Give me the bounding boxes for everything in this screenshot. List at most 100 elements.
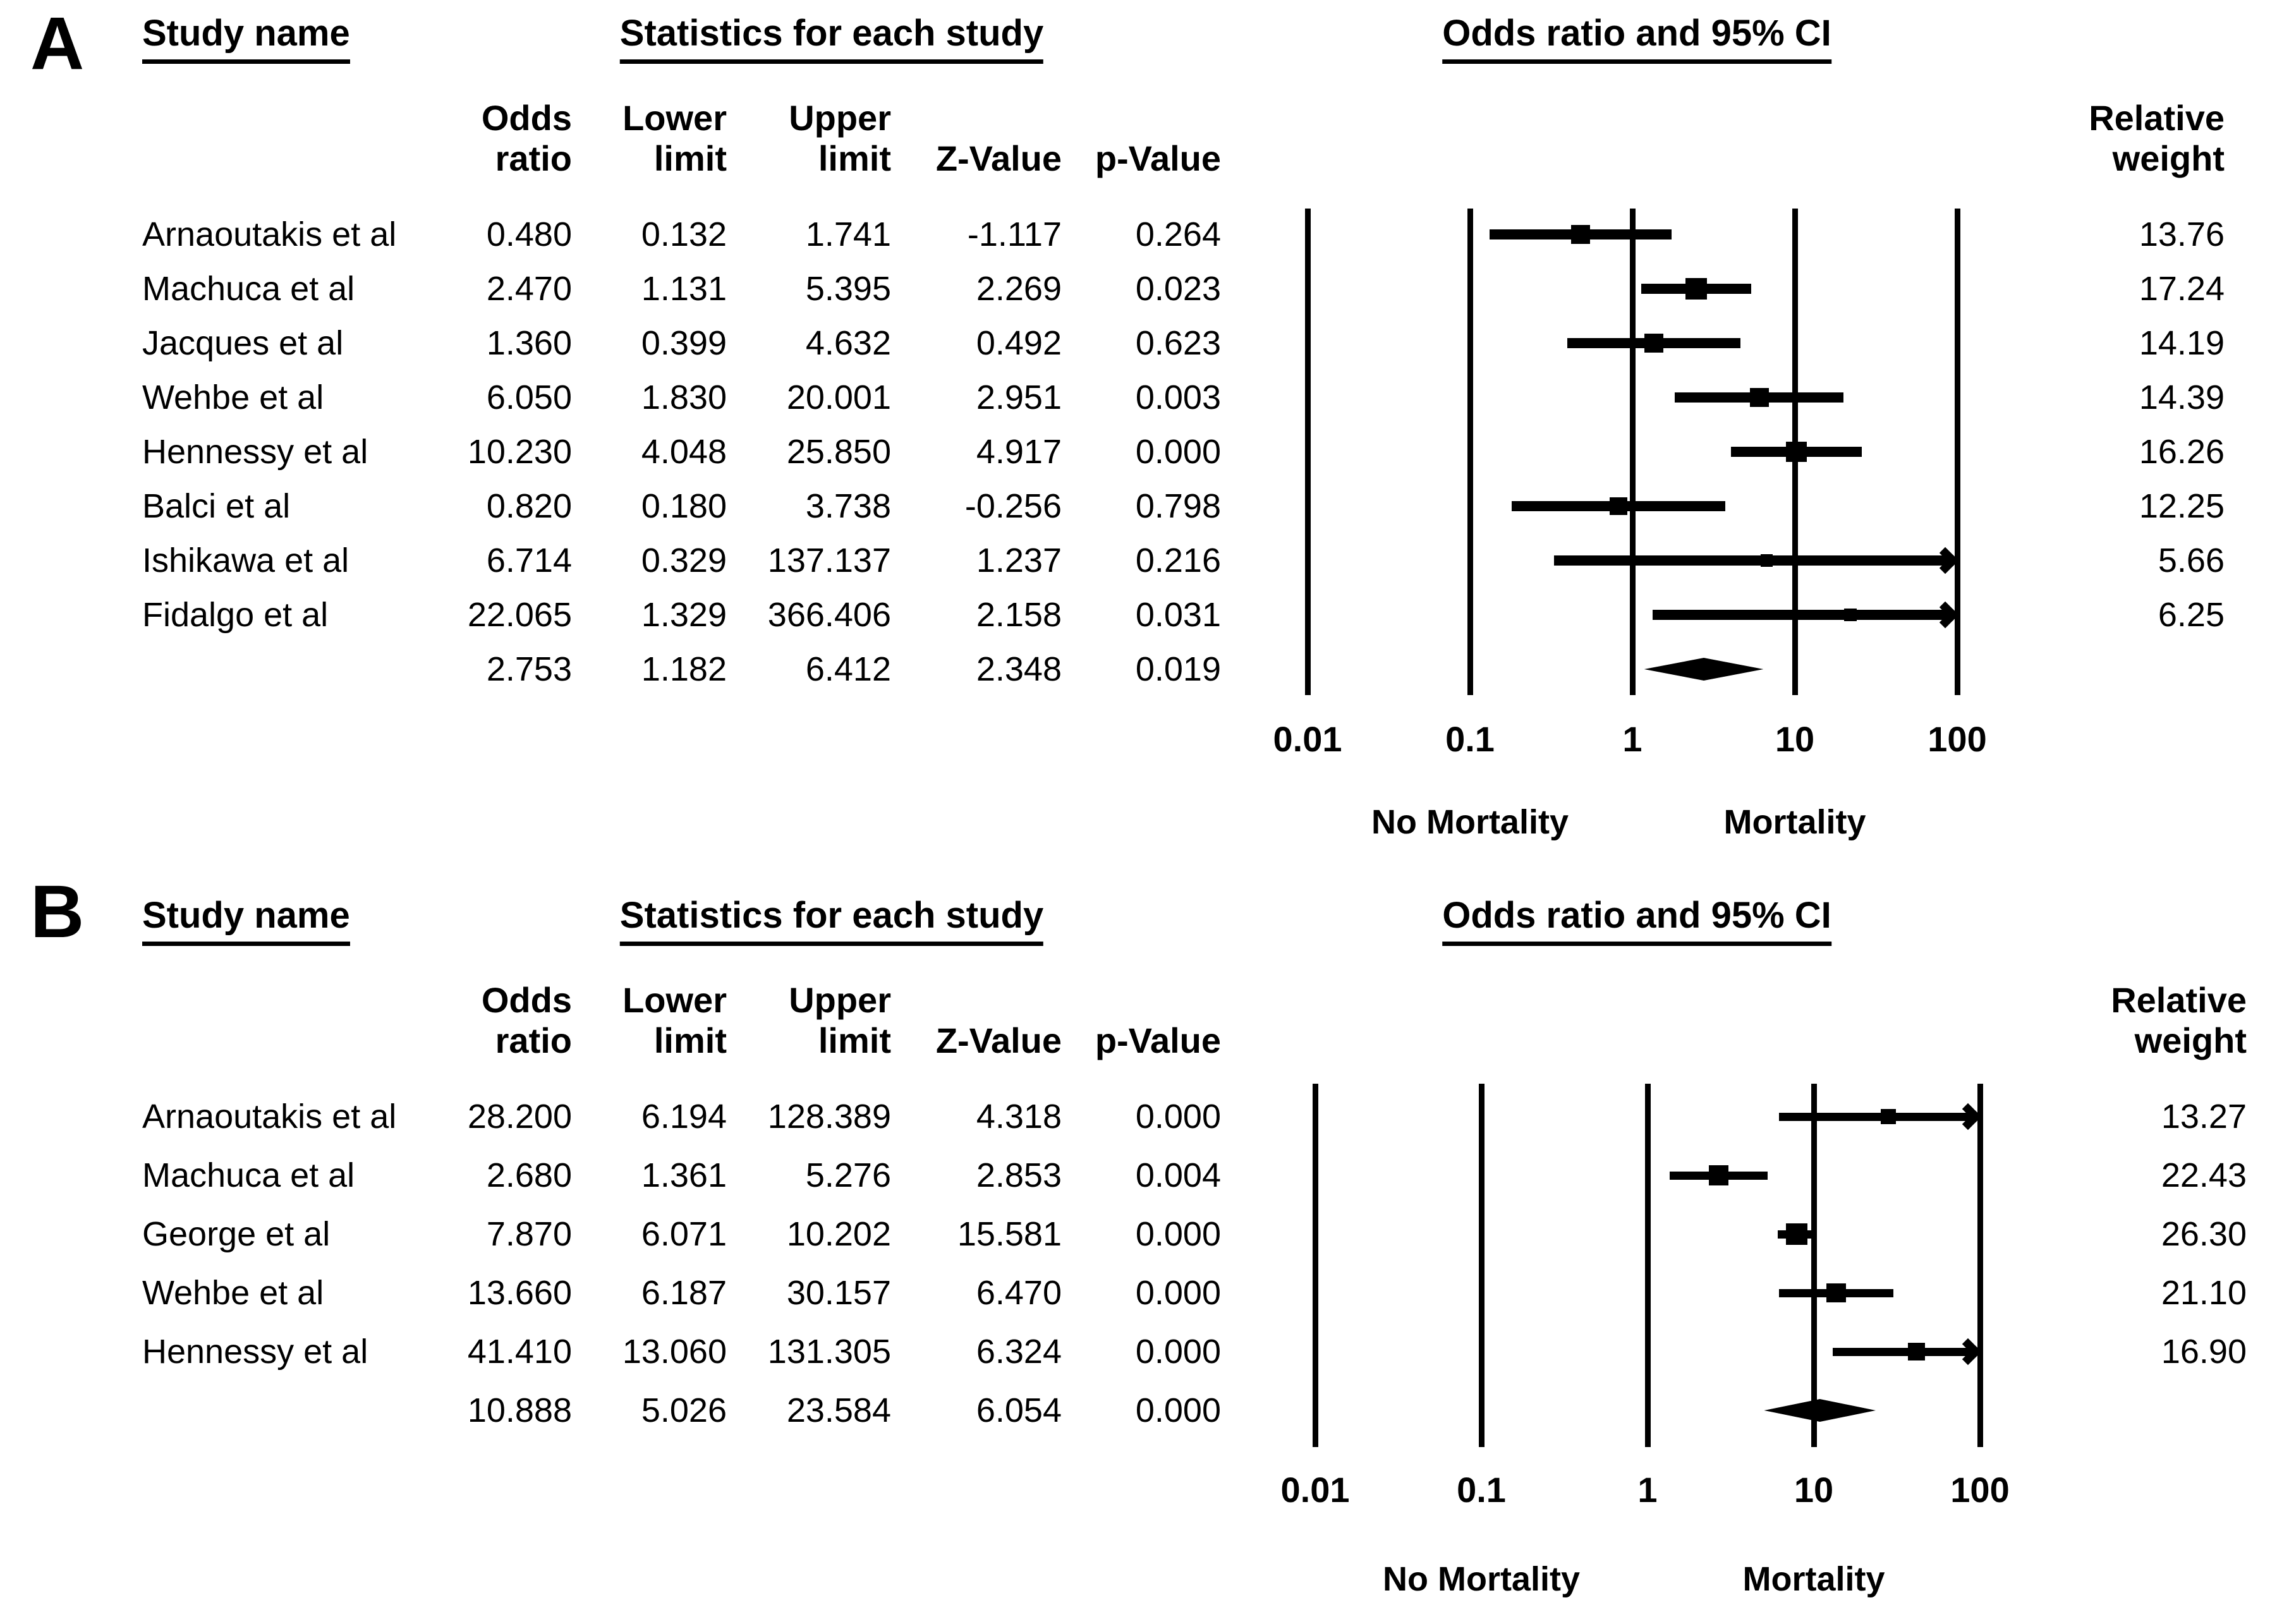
cell-ll: 0.329: [641, 542, 727, 579]
cell-or: 10.230: [467, 433, 572, 471]
cell-or: 22.065: [467, 596, 572, 634]
axis-direction-right-label: Mortality: [1723, 803, 1866, 841]
axis-tick-label: 0.1: [1445, 719, 1495, 759]
axis-gridline-100: [1954, 209, 1960, 695]
cell-ul: 5.395: [805, 270, 891, 308]
ci-line: [1652, 610, 1953, 620]
summary-cell-z: 2.348: [976, 650, 1062, 688]
cell-ll: 1.361: [641, 1156, 727, 1194]
cell-ll: 6.194: [641, 1098, 727, 1136]
cell-p: 0.000: [1135, 1098, 1221, 1136]
col-header-p-value: p-Value: [1095, 138, 1221, 178]
cell-or: 1.360: [486, 324, 572, 362]
cell-or: 0.480: [486, 215, 572, 253]
cell-or: 2.680: [486, 1156, 572, 1194]
col-header-lower-limit: limit: [653, 138, 727, 178]
odds-ratio-marker: [1761, 554, 1773, 567]
col-header-p-value: p-Value: [1095, 1021, 1221, 1060]
col-header-z-value: Z-Value: [935, 1021, 1062, 1060]
cell-ll: 0.132: [641, 215, 727, 253]
odds-ratio-marker: [1844, 609, 1857, 621]
axis-gridline-1: [1644, 1084, 1651, 1447]
cell-z: -0.256: [964, 487, 1062, 525]
ci-line: [1779, 1112, 1976, 1121]
cell-weight: 13.27: [2161, 1098, 2247, 1136]
study-name: Fidalgo et al: [142, 596, 329, 634]
study-name: Wehbe et al: [142, 1274, 324, 1312]
cell-p: 0.031: [1135, 596, 1221, 634]
cell-ul: 25.850: [786, 433, 891, 471]
cell-p: 0.216: [1135, 542, 1221, 579]
cell-z: 2.951: [976, 379, 1062, 416]
col-header-upper-limit: limit: [818, 1021, 891, 1060]
cell-ll: 4.048: [641, 433, 727, 471]
axis-tick-label: 0.01: [1280, 1470, 1350, 1510]
cell-ul: 30.157: [786, 1274, 891, 1312]
col-header-ratio: ratio: [495, 138, 572, 178]
cell-z: 15.581: [957, 1215, 1062, 1253]
cell-weight: 13.76: [2139, 215, 2225, 253]
summary-diamond: [1644, 658, 1764, 681]
axis-gridline-100: [1977, 1084, 1983, 1447]
cell-or: 6.714: [486, 542, 572, 579]
odds-ratio-marker: [1609, 497, 1627, 515]
col-header-lower: Lower: [622, 98, 727, 138]
odds-ratio-ci-header: Odds ratio and 95% CI: [1442, 14, 1831, 64]
cell-or: 7.870: [486, 1215, 572, 1253]
statistics-header: Statistics for each study: [619, 896, 1044, 946]
col-header-upper-limit: limit: [818, 138, 891, 178]
study-name: Ishikawa et al: [142, 542, 349, 579]
cell-z: 6.324: [976, 1333, 1062, 1371]
cell-ul: 3.738: [805, 487, 891, 525]
cell-z: 4.318: [976, 1098, 1062, 1136]
study-name: Jacques et al: [142, 324, 344, 362]
cell-p: 0.623: [1135, 324, 1221, 362]
cell-z: 0.492: [976, 324, 1062, 362]
cell-ul: 128.389: [767, 1098, 891, 1136]
cell-or: 0.820: [486, 487, 572, 525]
cell-ll: 0.180: [641, 487, 727, 525]
cell-p: 0.798: [1135, 487, 1221, 525]
study-name: Machuca et al: [142, 1156, 355, 1194]
col-header-upper: Upper: [789, 980, 891, 1020]
cell-ul: 4.632: [805, 324, 891, 362]
cell-ul: 137.137: [767, 542, 891, 579]
col-header-weight: weight: [2112, 138, 2225, 178]
cell-z: 1.237: [976, 542, 1062, 579]
summary-cell-or: 2.753: [486, 650, 572, 688]
ci-line: [1553, 555, 1953, 566]
study-name-header: Study name: [142, 14, 350, 64]
study-name: Hennessy et al: [142, 433, 368, 471]
cell-ul: 10.202: [786, 1215, 891, 1253]
cell-weight: 26.30: [2161, 1215, 2247, 1253]
panel-a-label: A: [30, 2, 85, 85]
study-name: George et al: [142, 1215, 331, 1253]
panel-b-label: B: [30, 870, 85, 954]
statistics-header: Statistics for each study: [619, 14, 1044, 64]
axis-gridline-0.1: [1467, 209, 1473, 695]
cell-z: 6.470: [976, 1274, 1062, 1312]
summary-diamond: [1764, 1399, 1876, 1422]
axis-tick-label: 100: [1950, 1470, 2010, 1510]
axis-tick-label: 10: [1794, 1470, 1834, 1510]
cell-weight: 17.24: [2139, 270, 2225, 308]
cell-weight: 6.25: [2158, 596, 2225, 634]
col-header-weight: weight: [2134, 1021, 2247, 1060]
study-name: Hennessy et al: [142, 1333, 368, 1371]
col-header-odds: Odds: [481, 980, 572, 1020]
axis-gridline-10: [1811, 1084, 1817, 1447]
cell-ul: 20.001: [786, 379, 891, 416]
summary-cell-ul: 23.584: [786, 1391, 891, 1429]
summary-cell-p: 0.019: [1135, 650, 1221, 688]
axis-tick-label: 1: [1637, 1470, 1658, 1510]
study-name-header: Study name: [142, 896, 350, 946]
odds-ratio-marker: [1907, 1343, 1925, 1360]
col-header-lower-limit: limit: [653, 1021, 727, 1060]
cell-ul: 5.276: [805, 1156, 891, 1194]
cell-p: 0.000: [1135, 1215, 1221, 1253]
col-header-relative: Relative: [2089, 98, 2225, 138]
cell-ll: 1.131: [641, 270, 727, 308]
cell-p: 0.264: [1135, 215, 1221, 253]
axis-tick-label: 10: [1775, 719, 1815, 759]
